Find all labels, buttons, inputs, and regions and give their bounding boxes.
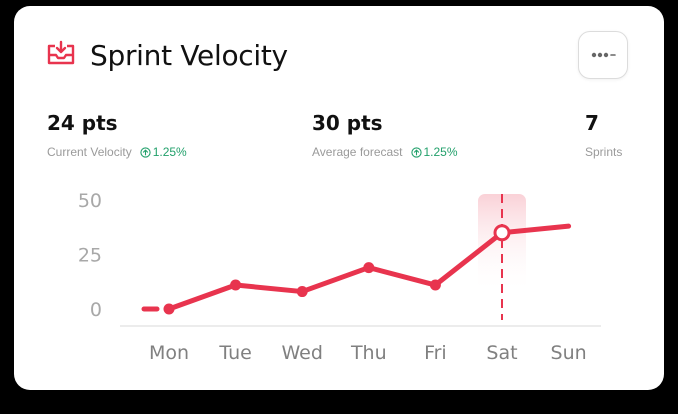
trend-value: 1.25% — [423, 145, 458, 159]
series-line-segment — [233, 282, 305, 295]
trend-up-icon — [140, 146, 151, 158]
series-line-segment — [366, 265, 438, 288]
x-tick-label: Sun — [551, 342, 587, 364]
series-line-segment — [499, 223, 572, 236]
trend-badge: 1.25% — [410, 144, 458, 160]
x-tick-label: Sat — [486, 342, 517, 364]
stat-value: 24 pts — [47, 111, 118, 135]
stat-average-forecast: 30 pts Average forecast 1.25% — [312, 110, 458, 160]
y-tick-label: 50 — [78, 190, 102, 212]
trend-value: 1.25% — [152, 145, 187, 159]
more-options-button[interactable] — [578, 31, 628, 79]
download-tray-icon — [47, 40, 75, 65]
y-tick-label: 0 — [90, 299, 102, 321]
series-line-segment — [432, 230, 505, 288]
x-tick-label: Fri — [424, 342, 447, 364]
data-point[interactable] — [163, 303, 175, 315]
trend-up-icon — [410, 146, 422, 158]
x-tick-label: Thu — [350, 342, 387, 364]
trend-badge: 1.25% — [140, 144, 187, 160]
series-line-segment — [166, 282, 239, 312]
data-point[interactable] — [429, 279, 441, 291]
stat-current-velocity: 24 pts Current Velocity 1.25% — [47, 110, 187, 160]
stat-label: Average forecast — [312, 145, 403, 159]
more-options-icon — [591, 52, 616, 58]
stat-value: 7 — [585, 111, 599, 135]
data-point[interactable] — [296, 286, 308, 298]
data-point-highlighted[interactable] — [493, 224, 511, 242]
stat-label: Sprints — [585, 145, 623, 159]
sprint-velocity-card: Sprint Velocity 24 pts Current Velocity … — [14, 6, 664, 390]
card-title: Sprint Velocity — [90, 39, 288, 72]
stat-sprints: 7 Sprints — [585, 110, 622, 160]
velocity-line-chart: 50 25 0 Mon Tue Wed Thu Fri Sat Sun — [78, 190, 601, 364]
data-point[interactable] — [230, 279, 242, 291]
series-line-segment — [299, 265, 372, 295]
data-point[interactable] — [363, 262, 375, 274]
y-tick-label: 25 — [78, 245, 102, 267]
x-tick-label: Tue — [218, 342, 251, 364]
x-tick-label: Mon — [149, 342, 189, 364]
x-tick-label: Wed — [281, 342, 322, 364]
stat-value: 30 pts — [312, 111, 383, 135]
stat-label: Current Velocity — [47, 145, 132, 159]
